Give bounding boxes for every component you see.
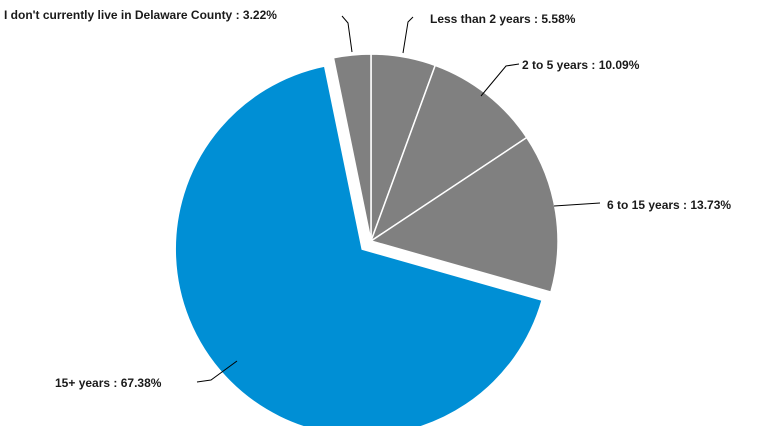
leader-line-2-to-5-years: [480, 63, 520, 97]
leader-lines: [196, 15, 601, 383]
label-6-to-15-years: 6 to 15 years : 13.73%: [607, 198, 731, 212]
label-15-plus-years: 15+ years : 67.38%: [55, 376, 162, 390]
pie-slices: [174, 53, 559, 426]
pie-slice-i-don-t-currently-live-in-delaware-county: [332, 53, 372, 242]
leader-line-6-to-15-years: [553, 202, 601, 207]
pie-slice-6-to-15-years: [369, 136, 559, 293]
label-less-than-2-years: Less than 2 years : 5.58%: [430, 12, 576, 26]
label-2-to-5-years: 2 to 5 years : 10.09%: [522, 58, 640, 72]
label-delaware-county: I don't currently live in Delaware Count…: [4, 8, 277, 22]
leader-line-delaware-county: [341, 15, 353, 53]
leader-line-less-than-2-years: [402, 16, 414, 54]
leader-line-15-plus-years: [196, 360, 238, 383]
pie-slice-15-years: [174, 65, 544, 426]
pie-slice-2-to-5-years: [369, 64, 528, 243]
data-labels: Less than 2 years : 5.58% 2 to 5 years :…: [4, 8, 731, 390]
